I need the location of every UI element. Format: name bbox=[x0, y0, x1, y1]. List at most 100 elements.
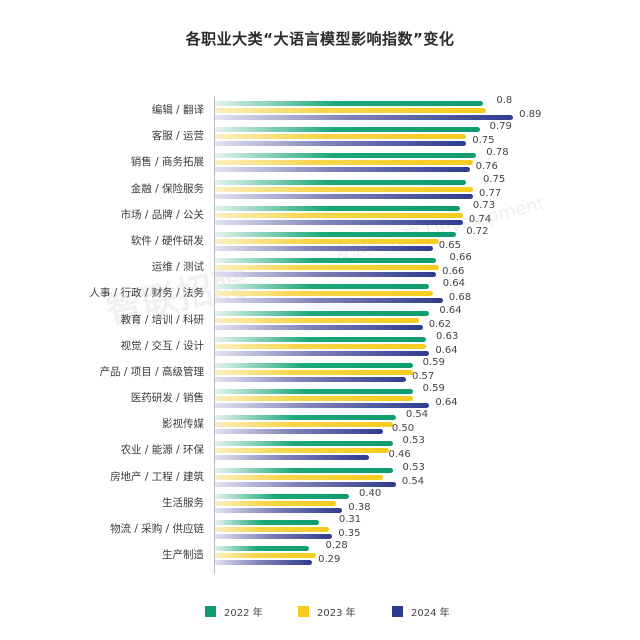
bar-2022 bbox=[215, 101, 483, 106]
bar-2024 bbox=[215, 376, 406, 382]
value-label-2024: 0.65 bbox=[438, 239, 462, 251]
category-group: 客服 / 运营 0.79 0.75 bbox=[0, 121, 640, 151]
category-group: 生产制造 0.28 0.29 bbox=[0, 540, 640, 570]
category-label: 产品 / 项目 / 高级管理 bbox=[99, 365, 204, 378]
category-label: 运维 / 测试 bbox=[151, 261, 204, 274]
value-label-2024: 0.50 bbox=[391, 423, 415, 435]
bar-2024 bbox=[215, 429, 383, 435]
bar-2023 bbox=[215, 265, 440, 271]
bar-2023 bbox=[215, 448, 390, 454]
value-label-2024: 0.77 bbox=[478, 187, 502, 199]
category-group: 运维 / 测试 0.66 0.66 bbox=[0, 252, 640, 282]
bar-2023 bbox=[215, 134, 467, 140]
bar-2022 bbox=[215, 362, 413, 368]
bar-2022 bbox=[215, 546, 309, 552]
legend-swatch-icon bbox=[392, 606, 403, 617]
y-axis-line bbox=[214, 96, 215, 574]
value-label-2024: 0.35 bbox=[338, 528, 361, 539]
value-label-2024: 0.64 bbox=[435, 344, 458, 356]
bar-2022 bbox=[215, 205, 460, 211]
category-label: 市场 / 品牌 / 公关 bbox=[120, 208, 204, 221]
bar-2024 bbox=[215, 403, 430, 409]
category-label: 编辑 / 翻译 bbox=[151, 104, 204, 116]
bar-2024 bbox=[215, 455, 370, 461]
category-group: 编辑 / 翻译 0.8 0.89 bbox=[0, 95, 640, 125]
bar-2022 bbox=[215, 310, 430, 316]
bar-2024 bbox=[215, 193, 473, 199]
bar-2023 bbox=[215, 186, 473, 192]
chart-title: 各职业大类“大语言模型影响指数”变化 bbox=[185, 30, 455, 48]
value-label-2024: 0.62 bbox=[428, 318, 451, 330]
bar-2022 bbox=[215, 284, 430, 290]
bar-2024 bbox=[215, 167, 470, 173]
category-group: 市场 / 品牌 / 公关 0.73 0.74 bbox=[0, 200, 640, 230]
bar-2023 bbox=[215, 238, 440, 244]
value-label-2022: 0.40 bbox=[359, 487, 382, 499]
bar-2022 bbox=[215, 258, 437, 264]
bar-2024 bbox=[215, 324, 423, 330]
bar-2023 bbox=[215, 108, 487, 113]
bar-2022 bbox=[215, 389, 413, 395]
category-label: 生产制造 bbox=[162, 549, 204, 562]
bar-2022 bbox=[215, 441, 393, 447]
bar-2023 bbox=[215, 317, 420, 323]
category-group: 教育 / 培训 / 科研 0.64 0.62 bbox=[0, 305, 640, 335]
bar-2023 bbox=[215, 396, 413, 402]
value-label-2022: 0.59 bbox=[422, 356, 445, 368]
category-group: 物流 / 采购 / 供应链 0.31 0.35 bbox=[0, 514, 640, 544]
category-label: 房地产 / 工程 / 建筑 bbox=[110, 470, 204, 483]
bar-2022 bbox=[215, 179, 467, 185]
bar-2023 bbox=[215, 527, 329, 532]
category-label: 客服 / 运营 bbox=[151, 130, 204, 143]
value-label-2022: 0.73 bbox=[472, 199, 496, 211]
value-label-2022: 0.72 bbox=[466, 225, 489, 237]
value-label-2024: 0.46 bbox=[388, 449, 411, 461]
bar-2023 bbox=[215, 369, 413, 375]
value-label-2024: 0.68 bbox=[448, 292, 472, 304]
bar-2024 bbox=[215, 534, 333, 539]
bar-2024 bbox=[215, 298, 443, 304]
legend-item-2022: 2022 年 bbox=[205, 604, 263, 619]
value-label-2024: 0.89 bbox=[519, 109, 542, 120]
legend-swatch-icon bbox=[298, 606, 309, 617]
value-label-2022: 0.64 bbox=[439, 304, 462, 316]
category-label: 物流 / 采购 / 供应链 bbox=[110, 523, 204, 535]
value-label-2024: 0.76 bbox=[475, 161, 498, 173]
bar-2022 bbox=[215, 493, 349, 499]
bar-2024 bbox=[215, 481, 396, 487]
bar-2022 bbox=[215, 153, 477, 159]
category-group: 销售 / 商务拓展 0.78 0.76 bbox=[0, 147, 640, 177]
value-label-2024: 0.64 bbox=[435, 397, 458, 409]
bar-2024 bbox=[215, 245, 433, 251]
legend-label: 2022 年 bbox=[224, 608, 263, 619]
value-label-2024: 0.38 bbox=[348, 501, 371, 513]
value-label-2024: 0.74 bbox=[468, 213, 492, 225]
category-label: 教育 / 培训 / 科研 bbox=[120, 313, 204, 326]
bar-2023 bbox=[215, 474, 383, 480]
bar-2023 bbox=[215, 422, 393, 428]
bar-2024 bbox=[215, 350, 430, 356]
bar-2022 bbox=[215, 520, 319, 525]
bar-2022 bbox=[215, 467, 393, 473]
bar-2023 bbox=[215, 291, 433, 297]
bar-2022 bbox=[215, 231, 457, 237]
category-label: 人事 / 行政 / 财务 / 法务 bbox=[89, 287, 204, 300]
category-group: 金融 / 保险服务 0.75 0.77 bbox=[0, 174, 640, 204]
legend-item-2023: 2023 年 bbox=[298, 604, 356, 619]
legend-swatch-icon bbox=[205, 606, 216, 617]
value-label-2022: 0.31 bbox=[338, 514, 362, 525]
value-label-2022: 0.28 bbox=[325, 540, 348, 552]
value-label-2022: 0.63 bbox=[436, 330, 459, 342]
value-label-2024: 0.66 bbox=[442, 266, 465, 278]
bar-2023 bbox=[215, 212, 463, 218]
category-group: 生活服务 0.40 0.38 bbox=[0, 488, 640, 518]
category-group: 视觉 / 交互 / 设计 0.63 0.64 bbox=[0, 331, 640, 361]
chart-legend: 2022 年 2023 年 2024 年 bbox=[0, 604, 640, 620]
category-group: 房地产 / 工程 / 建筑 0.53 0.54 bbox=[0, 462, 640, 492]
value-label-2024: 0.54 bbox=[401, 475, 425, 487]
category-label: 金融 / 保险服务 bbox=[130, 182, 204, 195]
category-group: 医药研发 / 销售 0.59 0.64 bbox=[0, 383, 640, 413]
value-label-2022: 0.78 bbox=[486, 147, 509, 159]
value-label-2022: 0.54 bbox=[405, 409, 429, 421]
legend-label: 2023 年 bbox=[317, 608, 356, 619]
